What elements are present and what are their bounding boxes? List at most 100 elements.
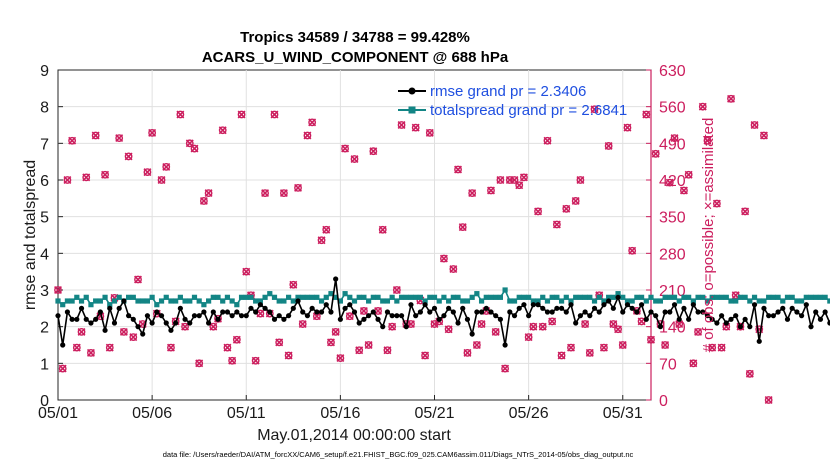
obs-assimilated-point [552,220,561,229]
obs-cross-stroke [228,356,237,365]
obs-possible-point [741,207,750,216]
totalspread-point [257,298,263,304]
rmse-point [667,309,673,315]
rmse-point [262,305,268,311]
rmse-point [78,305,85,311]
obs-cross-stroke [143,168,152,177]
y-tick-label-right: 0 [659,393,668,410]
obs-cross-stroke [496,176,505,184]
rmse-point [540,305,546,311]
rmse-point [168,327,174,333]
totalspread-point [422,298,428,304]
totalspread-point [271,294,278,300]
obs-assimilated-point [515,181,524,190]
obs-cross-stroke [63,176,72,184]
obs-possible-point [181,322,189,331]
rmse-point [770,313,776,319]
obs-possible-point [185,139,194,148]
obs-possible-point [623,123,632,132]
obs-possible-point [712,199,721,208]
obs-assimilated-point [562,204,571,213]
obs-cross-stroke [124,152,133,161]
rmse-point [248,305,254,311]
obs-assimilated-point [157,176,166,184]
obs-possible-point [364,341,373,349]
obs-assimilated-point [317,236,326,245]
obs-cross-stroke [82,173,91,182]
obs-assimilated-point [331,327,340,336]
obs-assimilated-point [454,165,463,174]
obs-possible-point [524,333,533,342]
obs-possible-point [670,134,679,142]
obs-cross-stroke [590,105,599,114]
totalspread-point [638,294,645,300]
obs-cross-stroke [703,136,712,145]
legend-rmse-label: rmse grand pr = 2.3406 [430,83,586,100]
obs-possible-point [468,189,477,197]
obs-assimilated-point [538,322,547,331]
obs-possible-point [119,328,128,336]
obs-assimilated-point [91,131,100,140]
totalspread-point [469,294,475,300]
rmse-point [563,309,569,315]
obs-possible-point [515,181,524,190]
obs-possible-point [449,265,458,273]
obs-cross-stroke [199,196,208,205]
obs-assimilated-point [557,351,566,360]
obs-possible-point [534,207,542,216]
obs-possible-point [280,189,288,197]
rmse-point [394,313,400,319]
obs-cross-stroke [289,280,298,289]
obs-possible-point [444,325,453,334]
rmse-point [220,309,226,315]
rmse-point [794,309,800,315]
rmse-point [370,309,376,315]
totalspread-point [366,298,372,304]
rmse-point [601,302,607,308]
rmse-point [478,309,485,315]
obs-possible-point [717,343,726,352]
totalspread-point [676,298,682,304]
obs-assimilated-point [703,136,712,145]
obs-possible-point [308,118,317,127]
rmse-point [375,316,381,322]
obs-possible-point [360,307,368,315]
obs-cross-stroke [727,94,735,103]
obs-possible-point [195,359,204,368]
obs-cross-stroke [58,364,67,373]
obs-assimilated-point [741,207,750,216]
obs-possible-point [228,356,237,365]
obs-possible-point [242,267,251,276]
totalspread-point [695,294,701,300]
obs-possible-point [58,364,67,373]
totalspread-point [799,298,805,304]
obs-assimilated-point [129,333,138,342]
totalspread-point [667,294,673,300]
rmse-point [413,313,419,319]
rmse-point [403,324,409,330]
rmse-point [483,305,489,311]
obs-assimilated-point [77,327,86,336]
rmse-point [347,302,353,308]
obs-possible-point [651,149,660,158]
obs-assimilated-point [567,343,575,352]
rmse-point [300,309,306,315]
totalspread-point [210,294,216,300]
obs-assimilated-point [58,364,67,373]
rmse-point [69,316,75,322]
obs-assimilated-point [694,327,703,336]
obs-assimilated-point [717,343,726,352]
rmse-point [389,313,395,319]
rmse-point [342,305,348,311]
obs-cross-stroke [54,286,62,294]
obs-possible-point [383,346,392,355]
rmse-point [267,309,273,315]
obs-cross-stroke [162,162,171,171]
footer-data-file: data file: /Users/raeder/DAI/ATM_forcXX/… [163,450,634,459]
totalspread-point [794,298,800,304]
obs-assimilated-point [190,144,199,153]
y-tick-label: 2 [40,320,49,337]
totalspread-point [808,294,814,300]
obs-cross-stroke [327,338,335,347]
obs-cross-stroke [722,322,731,331]
